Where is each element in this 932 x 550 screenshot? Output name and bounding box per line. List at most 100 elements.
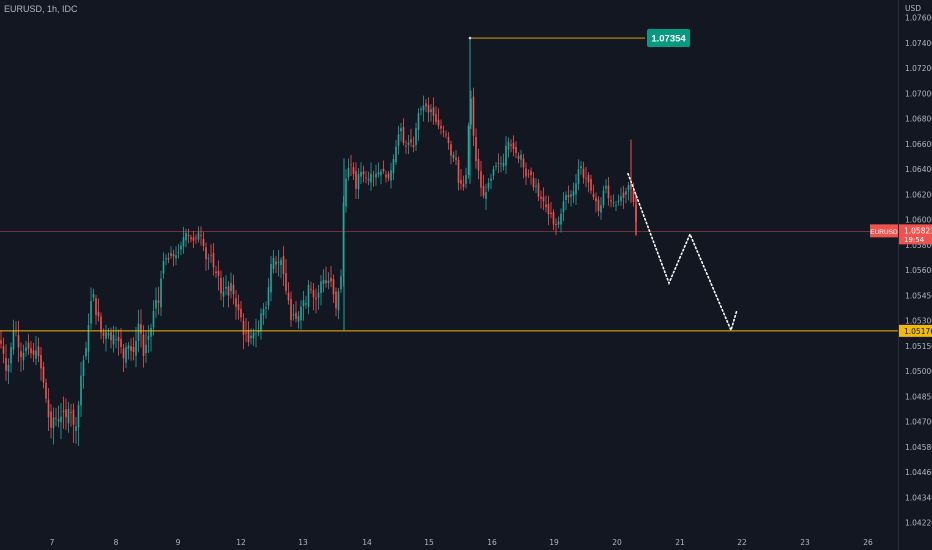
candle (615, 200, 617, 211)
candle (547, 195, 550, 226)
candle (105, 325, 107, 352)
candle (595, 192, 597, 213)
candle-body (592, 194, 595, 198)
candle-body (397, 134, 400, 147)
candle-body (470, 98, 472, 125)
candle-body (495, 165, 497, 167)
candle-body (532, 178, 535, 188)
peak-badge (647, 29, 690, 48)
candle-body (267, 287, 270, 306)
y-tick-label: 1.04700 (905, 418, 932, 427)
candle-body (112, 334, 115, 345)
y-tick-label: 1.07000 (905, 89, 932, 98)
candle-body (202, 239, 205, 247)
candle-body (225, 286, 227, 289)
candle-body (70, 412, 72, 413)
candle-body (122, 348, 125, 359)
candle (530, 167, 532, 185)
candle (32, 342, 35, 363)
candle (185, 229, 187, 248)
candle (282, 246, 285, 287)
price-badge-symbol: EURUSD (870, 229, 898, 236)
candle-body (97, 311, 100, 317)
candle (260, 308, 262, 340)
candle (55, 408, 57, 427)
candle-body (260, 313, 262, 331)
candle-body (297, 315, 300, 322)
candles (0, 38, 637, 446)
candle (590, 174, 592, 195)
candle (72, 403, 75, 443)
candle-body (387, 173, 390, 179)
y-tick-label: 1.04580 (905, 443, 932, 452)
candle-body (467, 125, 470, 176)
candle (247, 321, 250, 347)
candle (37, 337, 40, 363)
candle (400, 122, 402, 142)
candle (270, 256, 272, 302)
candle-body (550, 212, 552, 215)
candle (262, 302, 265, 325)
candle-body (375, 173, 377, 178)
candle (167, 252, 170, 264)
candle-body (452, 154, 455, 159)
candle (407, 135, 410, 155)
candle-body (517, 155, 520, 159)
x-tick-label: 16 (487, 538, 497, 547)
candle-body (160, 278, 162, 308)
candle-body (432, 107, 435, 116)
candle (220, 270, 222, 301)
candle (100, 312, 102, 340)
candle (125, 342, 127, 369)
candle (522, 153, 525, 179)
candle (60, 403, 62, 440)
candle (527, 169, 530, 179)
candle (610, 195, 612, 208)
candle-body (272, 258, 275, 270)
candle (135, 326, 137, 368)
candle (582, 161, 585, 184)
candle (367, 171, 370, 186)
candle-body (420, 108, 422, 111)
candle-body (205, 247, 207, 260)
symbol-title: EURUSD, 1h, IDC (4, 4, 78, 14)
candle-body (107, 333, 110, 336)
candle (382, 160, 385, 174)
candle (10, 342, 12, 373)
candle (422, 95, 425, 122)
candle-body (602, 190, 605, 206)
candle (450, 140, 452, 165)
candle-body (17, 335, 20, 348)
candle-body (405, 145, 407, 147)
y-tick-label: 1.07400 (905, 39, 932, 48)
x-tick-label: 14 (362, 538, 372, 547)
candle (410, 128, 412, 148)
candle (57, 405, 60, 428)
y-tick-label: 1.07600 (905, 14, 932, 23)
candle (357, 168, 360, 199)
candle-body (560, 213, 562, 225)
candle (495, 161, 497, 171)
x-axis: 7 8 9 12 13 14 15 16 19 20 21 22 23 26 (50, 538, 873, 547)
candle (40, 346, 42, 381)
candle-body (145, 344, 147, 354)
candle (322, 269, 325, 293)
candle-body (262, 309, 265, 316)
candle-body (150, 327, 152, 337)
candle (87, 313, 90, 364)
candle (600, 197, 602, 220)
candle (200, 226, 202, 246)
candle (370, 162, 372, 191)
candle-body (287, 292, 290, 301)
candle (50, 404, 52, 439)
candle-body (85, 348, 87, 357)
candle (22, 344, 25, 371)
candle (480, 161, 482, 197)
candle (180, 241, 182, 255)
candle-body (327, 280, 330, 284)
candle-body (35, 350, 37, 359)
candle-body (437, 119, 440, 126)
candle-body (457, 159, 460, 183)
